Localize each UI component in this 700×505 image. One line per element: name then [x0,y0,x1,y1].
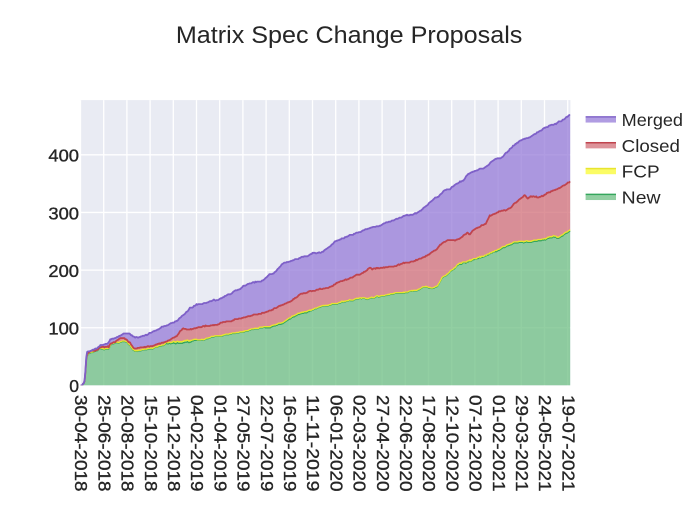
svg-text:24-05-2021: 24-05-2021 [535,395,555,492]
svg-text:Matrix Spec Change Proposals: Matrix Spec Change Proposals [176,23,523,49]
svg-text:10-12-2018: 10-12-2018 [164,395,184,492]
svg-text:100: 100 [48,319,79,339]
svg-text:15-10-2018: 15-10-2018 [141,395,161,492]
svg-text:16-09-2019: 16-09-2019 [280,395,300,492]
svg-text:300: 300 [48,203,79,223]
svg-text:400: 400 [48,146,79,166]
svg-text:25-06-2018: 25-06-2018 [94,395,114,492]
svg-text:01-02-2021: 01-02-2021 [489,395,509,491]
svg-text:0: 0 [69,376,79,396]
svg-text:06-01-2020: 06-01-2020 [326,395,346,492]
svg-text:29-03-2021: 29-03-2021 [512,395,532,492]
svg-text:20-08-2018: 20-08-2018 [118,395,138,492]
svg-text:01-04-2019: 01-04-2019 [210,395,230,492]
svg-text:07-12-2020: 07-12-2020 [466,395,486,492]
svg-text:11-11-2019: 11-11-2019 [303,395,323,492]
svg-text:New: New [622,188,661,208]
svg-text:27-04-2020: 27-04-2020 [373,395,393,492]
svg-text:02-03-2020: 02-03-2020 [350,395,370,492]
svg-text:FCP: FCP [622,162,660,182]
svg-text:27-05-2019: 27-05-2019 [234,395,254,492]
svg-text:22-06-2020: 22-06-2020 [396,395,416,492]
svg-text:12-10-2020: 12-10-2020 [442,395,462,492]
svg-text:19-07-2021: 19-07-2021 [558,395,578,492]
svg-text:04-02-2019: 04-02-2019 [187,395,207,492]
svg-text:200: 200 [48,261,79,281]
svg-text:30-04-2018: 30-04-2018 [71,395,91,492]
svg-text:22-07-2019: 22-07-2019 [257,395,277,492]
svg-text:Merged: Merged [622,110,683,130]
svg-text:Closed: Closed [622,136,680,156]
svg-text:17-08-2020: 17-08-2020 [419,395,439,492]
